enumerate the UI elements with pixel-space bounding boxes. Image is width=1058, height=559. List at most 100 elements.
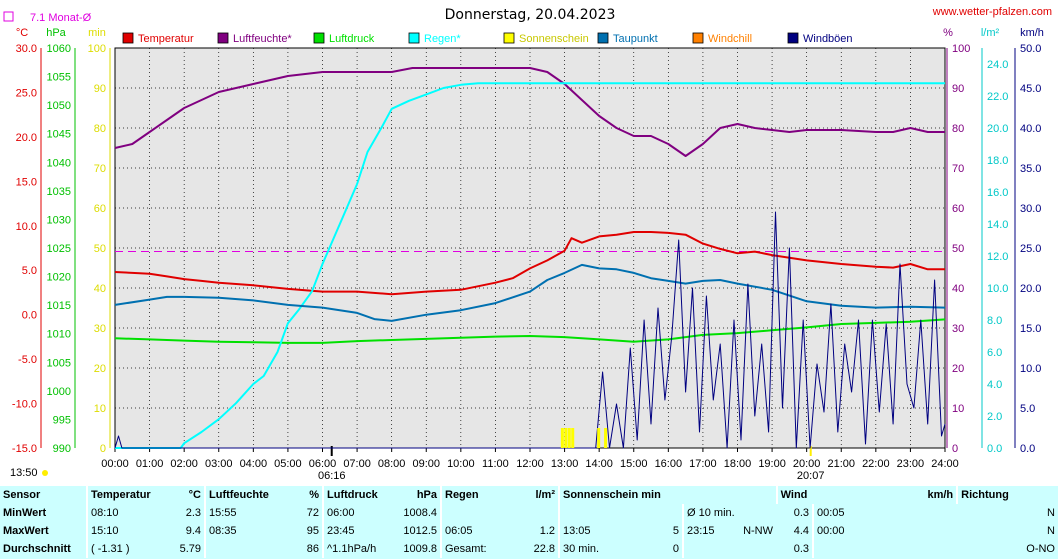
y-tick-label: 40 [94, 283, 106, 295]
stats-hum-value: 72 [306, 507, 319, 519]
y-tick-label: 1060 [47, 43, 71, 55]
y-tick-label: 4.0 [987, 379, 1002, 391]
col-temp-unit: °C [188, 489, 201, 501]
stats-press-time: 06:00 [322, 504, 390, 522]
stats-sun-time: 30 min. [558, 540, 621, 558]
y-tick-label: 5.0 [22, 265, 37, 277]
y-tick-label: 50.0 [1020, 43, 1041, 55]
y-axis-unit: hPa [46, 27, 66, 39]
stats-dir-time: 00:05 [812, 504, 880, 522]
stats-hum-value: 95 [306, 525, 319, 537]
y-tick-label: 30 [94, 323, 106, 335]
y-tick-label: 14.0 [987, 219, 1008, 231]
sunshine-bar [571, 428, 575, 448]
x-tick-label: 15:00 [620, 458, 648, 470]
y-tick-label: 10 [94, 403, 106, 415]
x-tick-label: 04:00 [240, 458, 268, 470]
legend-swatch [217, 32, 229, 44]
stats-wind-time [682, 540, 740, 558]
stats-hum-time: 08:35 [204, 522, 272, 540]
y-tick-label: 8.0 [987, 315, 1002, 327]
stats-sun-value: 0 [672, 543, 679, 555]
series-luftdruck-line [114, 318, 946, 344]
col-hum-unit: % [309, 489, 319, 501]
col-wind: Wind [775, 486, 834, 504]
y-tick-label: -10.0 [12, 399, 37, 411]
stats-dir-value: N [1047, 507, 1055, 519]
x-tick-label: 03:00 [205, 458, 233, 470]
y-tick-label: 10.0 [987, 283, 1008, 295]
stats-hum-value: 86 [306, 543, 319, 555]
stats-sun-value [621, 504, 683, 522]
x-tick-label: 08:00 [378, 458, 406, 470]
stats-sun-time: 13:05 [558, 522, 621, 540]
x-tick-label: 00:00 [101, 458, 129, 470]
sun-marker-label: 20:07 [797, 470, 825, 482]
y-tick-label: 990 [53, 443, 71, 455]
legend-swatch [597, 32, 609, 44]
series-regen-line [115, 82, 945, 449]
y-tick-label: 1025 [47, 243, 71, 255]
sun-icon [42, 470, 48, 476]
y-tick-label: 20 [94, 363, 106, 375]
stats-rain-time: 06:05 [440, 522, 508, 540]
y-tick-label: 1020 [47, 272, 71, 284]
y-tick-label: -5.0 [18, 354, 37, 366]
stats-rain-value: 22.8 [533, 543, 555, 555]
y-tick-label: 1035 [47, 186, 71, 198]
chart-axes: 00:00 01:00 02:00 03:00 04:00 05:00 06:00 07:00… [12, 27, 1044, 482]
y-tick-label: 1000 [47, 386, 71, 398]
y-tick-label: 50 [94, 243, 106, 255]
y-axis-unit: l/m² [981, 27, 1000, 39]
y-tick-label: 20 [952, 363, 964, 375]
stats-sun-time [558, 504, 621, 522]
y-tick-label: 12.0 [987, 251, 1008, 263]
y-tick-label: 80 [952, 123, 964, 135]
x-tick-label: 22:00 [862, 458, 890, 470]
y-tick-label: 0.0 [1020, 443, 1035, 455]
y-tick-label: 45.0 [1020, 83, 1041, 95]
y-tick-label: 16.0 [987, 187, 1008, 199]
stats-row: Durchschnitt ( -1.31 ) 5.79 86 ^1.1hPa/h 1009… [0, 540, 1058, 558]
col-rain: Regen [440, 486, 508, 504]
y-tick-label: 18.0 [987, 155, 1008, 167]
stats-press-value: 1009.8 [403, 543, 437, 555]
monthly-avg-label: 7.1 Monat-Ø [30, 12, 92, 24]
monthly-avg-icon [3, 11, 14, 22]
y-tick-label: 1055 [47, 72, 71, 84]
legend-label: Regen* [424, 33, 461, 45]
stats-temp-value: 2.3 [185, 507, 201, 519]
series-luftfeuchte-line [114, 67, 945, 157]
y-tick-label: -15.0 [12, 443, 37, 455]
stats-press-time: ^1.1hPa/h [322, 540, 390, 558]
site-link[interactable]: www.wetter-pfalzen.com [932, 6, 1052, 18]
y-tick-label: 30 [952, 323, 964, 335]
x-tick-label: 07:00 [343, 458, 371, 470]
chart-series [114, 67, 946, 449]
weather-chart: 00:00 01:00 02:00 03:00 04:00 05:00 06:00 07:00… [3, 6, 1052, 482]
stats-wind-direction: N-NW [743, 525, 773, 537]
sunshine-bar [604, 428, 608, 448]
y-tick-label: 20.0 [987, 123, 1008, 135]
stats-temp-time: 08:10 [86, 504, 154, 522]
y-tick-label: 0.0 [22, 310, 37, 322]
y-tick-label: 1045 [47, 129, 71, 141]
x-tick-label: 19:00 [758, 458, 786, 470]
chart-legend: Temperatur Luftfeuchte* Luftdruck Regen* Son… [122, 32, 853, 45]
stats-row-label: MaxWert [3, 525, 49, 537]
y-tick-label: 80 [94, 123, 106, 135]
stats-wind-time: Ø 10 min. [682, 504, 740, 522]
y-tick-label: 25.0 [1020, 243, 1041, 255]
y-tick-label: 995 [53, 414, 71, 426]
y-tick-label: 30.0 [16, 43, 37, 55]
x-tick-label: 11:00 [482, 458, 509, 470]
y-tick-label: 60 [94, 203, 106, 215]
legend-swatch [787, 32, 799, 44]
legend-swatch [692, 32, 704, 44]
stats-hum-time: 15:55 [204, 504, 272, 522]
x-tick-label: 21:00 [827, 458, 855, 470]
current-time-label: 13:50 [10, 467, 38, 479]
stats-wind-value: 0.3 [793, 507, 809, 519]
x-tick-label: 23:00 [897, 458, 925, 470]
col-press: Luftdruck [322, 486, 390, 504]
